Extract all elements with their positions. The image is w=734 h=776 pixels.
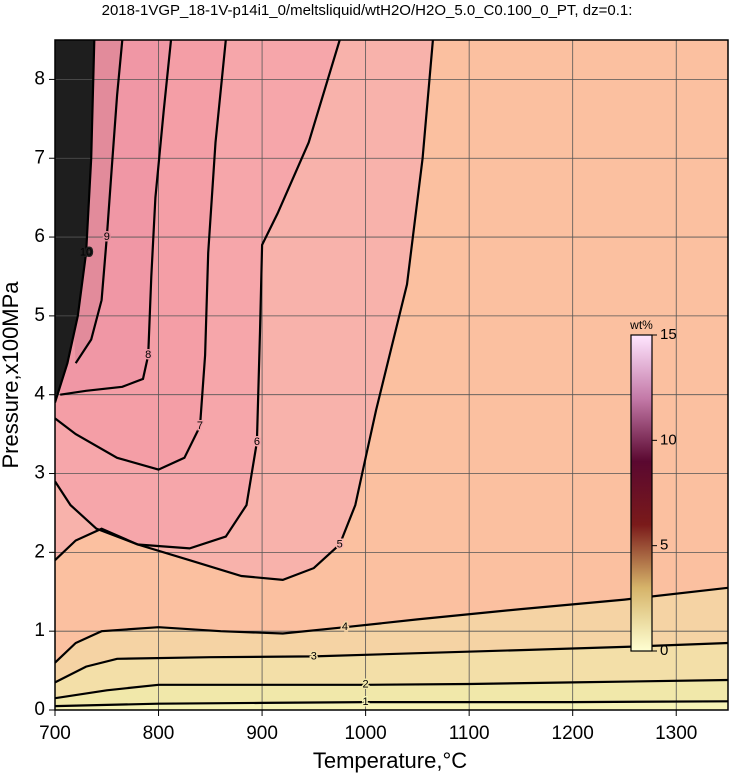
contour-label: 10 bbox=[80, 247, 92, 259]
contour-line bbox=[60, 40, 173, 396]
contour-line bbox=[55, 40, 227, 471]
x-tick-label: 800 bbox=[143, 723, 175, 744]
contour-line bbox=[55, 641, 728, 684]
colorbar-tick-label: 5 bbox=[660, 537, 668, 554]
contour-line bbox=[55, 40, 96, 403]
x-tick-label: 1000 bbox=[344, 723, 386, 744]
contour-line bbox=[55, 40, 341, 550]
contour-label: 1 bbox=[363, 696, 369, 708]
chart-title: 2018-1VGP_18-1V-p14i1_0/meltsliquid/wtH2… bbox=[102, 2, 633, 19]
contour-label: 4 bbox=[342, 621, 348, 633]
y-tick-label: 3 bbox=[34, 463, 45, 484]
x-tick-label: 1200 bbox=[552, 723, 594, 744]
contour-label: 9 bbox=[104, 231, 110, 243]
x-tick-label: 900 bbox=[246, 723, 278, 744]
colorbar-label: wt% bbox=[629, 318, 653, 332]
plot-frame bbox=[54, 39, 729, 711]
x-tick-label: 1300 bbox=[655, 723, 697, 744]
contour-label: 8 bbox=[145, 349, 151, 361]
colorbar-tick-label: 15 bbox=[660, 326, 677, 343]
contour-line bbox=[55, 700, 728, 708]
y-tick-label: 8 bbox=[34, 68, 45, 89]
contour-label: 7 bbox=[197, 420, 203, 432]
contour-label: 3 bbox=[311, 650, 317, 662]
contour-label: 6 bbox=[254, 436, 260, 448]
y-tick-label: 5 bbox=[34, 305, 45, 326]
colorbar bbox=[630, 334, 653, 652]
x-tick-label: 1100 bbox=[449, 723, 490, 744]
contour-line bbox=[55, 586, 728, 664]
contour-label: 2 bbox=[363, 679, 369, 691]
y-tick-label: 4 bbox=[34, 384, 45, 405]
colorbar-tick-label: 0 bbox=[660, 642, 668, 659]
x-axis-label: Temperature,°C bbox=[313, 748, 467, 773]
contour-line bbox=[55, 678, 728, 700]
y-tick-label: 2 bbox=[34, 541, 45, 562]
y-tick-label: 6 bbox=[34, 226, 45, 247]
contour-region bbox=[55, 40, 95, 403]
contour-line bbox=[74, 40, 124, 364]
y-tick-label: 0 bbox=[34, 699, 45, 720]
y-tick-label: 7 bbox=[34, 147, 45, 168]
y-tick-label: 1 bbox=[34, 620, 45, 641]
colorbar-tick-label: 10 bbox=[660, 431, 677, 448]
y-axis-label: Pressure,x100MPa bbox=[0, 281, 23, 469]
x-tick-label: 700 bbox=[39, 723, 71, 744]
contour-label: 5 bbox=[337, 538, 343, 550]
